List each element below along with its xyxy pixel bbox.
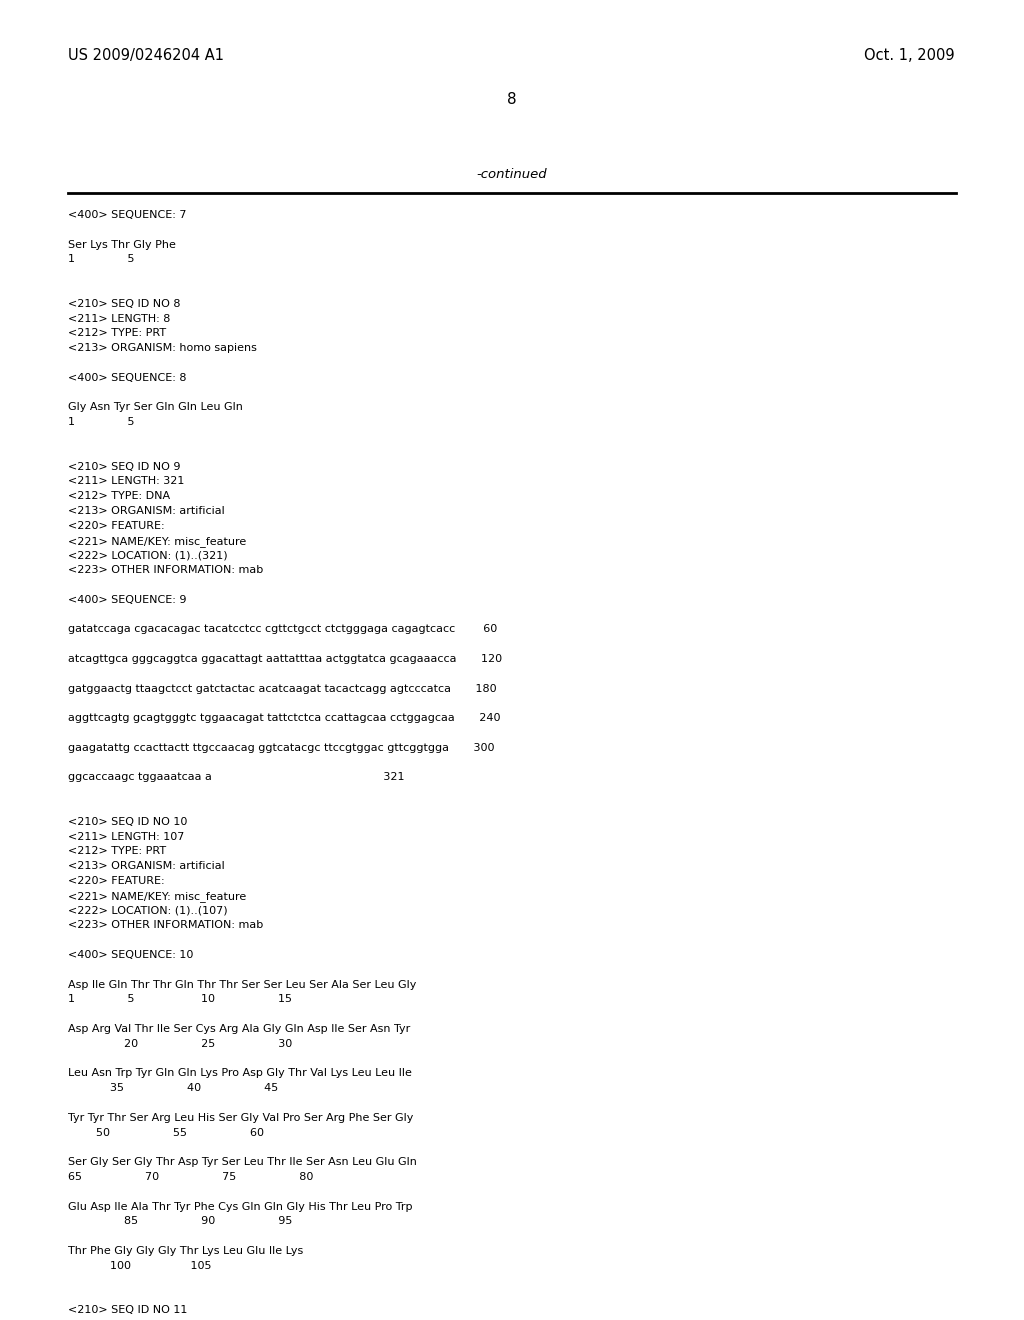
Text: 65                  70                  75                  80: 65 70 75 80 — [68, 1172, 313, 1181]
Text: Gly Asn Tyr Ser Gln Gln Leu Gln: Gly Asn Tyr Ser Gln Gln Leu Gln — [68, 403, 243, 412]
Text: <211> LENGTH: 8: <211> LENGTH: 8 — [68, 314, 170, 323]
Text: Asp Ile Gln Thr Thr Gln Thr Thr Ser Ser Leu Ser Ala Ser Leu Gly: Asp Ile Gln Thr Thr Gln Thr Thr Ser Ser … — [68, 979, 417, 990]
Text: <213> ORGANISM: artificial: <213> ORGANISM: artificial — [68, 861, 224, 871]
Text: Leu Asn Trp Tyr Gln Gln Lys Pro Asp Gly Thr Val Lys Leu Leu Ile: Leu Asn Trp Tyr Gln Gln Lys Pro Asp Gly … — [68, 1068, 412, 1078]
Text: 100                 105: 100 105 — [68, 1261, 212, 1271]
Text: atcagttgca gggcaggtca ggacattagt aattatttaa actggtatca gcagaaacca       120: atcagttgca gggcaggtca ggacattagt aattatt… — [68, 653, 502, 664]
Text: Thr Phe Gly Gly Gly Thr Lys Leu Glu Ile Lys: Thr Phe Gly Gly Gly Thr Lys Leu Glu Ile … — [68, 1246, 303, 1257]
Text: Ser Gly Ser Gly Thr Asp Tyr Ser Leu Thr Ile Ser Asn Leu Glu Gln: Ser Gly Ser Gly Thr Asp Tyr Ser Leu Thr … — [68, 1158, 417, 1167]
Text: <400> SEQUENCE: 10: <400> SEQUENCE: 10 — [68, 950, 194, 960]
Text: 35                  40                  45: 35 40 45 — [68, 1084, 279, 1093]
Text: <221> NAME/KEY: misc_feature: <221> NAME/KEY: misc_feature — [68, 536, 246, 546]
Text: Ser Lys Thr Gly Phe: Ser Lys Thr Gly Phe — [68, 240, 176, 249]
Text: 1               5: 1 5 — [68, 417, 134, 428]
Text: Tyr Tyr Thr Ser Arg Leu His Ser Gly Val Pro Ser Arg Phe Ser Gly: Tyr Tyr Thr Ser Arg Leu His Ser Gly Val … — [68, 1113, 414, 1123]
Text: 20                  25                  30: 20 25 30 — [68, 1039, 292, 1049]
Text: <222> LOCATION: (1)..(321): <222> LOCATION: (1)..(321) — [68, 550, 227, 561]
Text: <223> OTHER INFORMATION: mab: <223> OTHER INFORMATION: mab — [68, 565, 263, 576]
Text: <213> ORGANISM: artificial: <213> ORGANISM: artificial — [68, 506, 224, 516]
Text: Oct. 1, 2009: Oct. 1, 2009 — [864, 48, 955, 63]
Text: <213> ORGANISM: homo sapiens: <213> ORGANISM: homo sapiens — [68, 343, 257, 354]
Text: aggttcagtg gcagtgggtc tggaacagat tattctctca ccattagcaa cctggagcaa       240: aggttcagtg gcagtgggtc tggaacagat tattctc… — [68, 713, 501, 723]
Text: 50                  55                  60: 50 55 60 — [68, 1127, 264, 1138]
Text: <222> LOCATION: (1)..(107): <222> LOCATION: (1)..(107) — [68, 906, 227, 916]
Text: <210> SEQ ID NO 9: <210> SEQ ID NO 9 — [68, 462, 180, 471]
Text: US 2009/0246204 A1: US 2009/0246204 A1 — [68, 48, 224, 63]
Text: <400> SEQUENCE: 9: <400> SEQUENCE: 9 — [68, 595, 186, 605]
Text: 85                  90                  95: 85 90 95 — [68, 1217, 293, 1226]
Text: Glu Asp Ile Ala Thr Tyr Phe Cys Gln Gln Gly His Thr Leu Pro Trp: Glu Asp Ile Ala Thr Tyr Phe Cys Gln Gln … — [68, 1201, 413, 1212]
Text: <211> LENGTH: 107: <211> LENGTH: 107 — [68, 832, 184, 842]
Text: <210> SEQ ID NO 10: <210> SEQ ID NO 10 — [68, 817, 187, 826]
Text: gatggaactg ttaagctcct gatctactac acatcaagat tacactcagg agtcccatca       180: gatggaactg ttaagctcct gatctactac acatcaa… — [68, 684, 497, 693]
Text: <221> NAME/KEY: misc_feature: <221> NAME/KEY: misc_feature — [68, 891, 246, 902]
Text: -continued: -continued — [477, 168, 547, 181]
Text: <211> LENGTH: 321: <211> LENGTH: 321 — [68, 477, 184, 486]
Text: <212> TYPE: DNA: <212> TYPE: DNA — [68, 491, 170, 502]
Text: <220> FEATURE:: <220> FEATURE: — [68, 521, 165, 531]
Text: gaagatattg ccacttactt ttgccaacag ggtcatacgc ttccgtggac gttcggtgga       300: gaagatattg ccacttactt ttgccaacag ggtcata… — [68, 743, 495, 752]
Text: <400> SEQUENCE: 7: <400> SEQUENCE: 7 — [68, 210, 186, 220]
Text: <220> FEATURE:: <220> FEATURE: — [68, 876, 165, 886]
Text: <212> TYPE: PRT: <212> TYPE: PRT — [68, 846, 166, 857]
Text: <223> OTHER INFORMATION: mab: <223> OTHER INFORMATION: mab — [68, 920, 263, 931]
Text: <400> SEQUENCE: 8: <400> SEQUENCE: 8 — [68, 372, 186, 383]
Text: gatatccaga cgacacagac tacatcctcc cgttctgcct ctctgggaga cagagtcacc        60: gatatccaga cgacacagac tacatcctcc cgttctg… — [68, 624, 498, 635]
Text: Asp Arg Val Thr Ile Ser Cys Arg Ala Gly Gln Asp Ile Ser Asn Tyr: Asp Arg Val Thr Ile Ser Cys Arg Ala Gly … — [68, 1024, 411, 1034]
Text: 1               5: 1 5 — [68, 255, 134, 264]
Text: <210> SEQ ID NO 8: <210> SEQ ID NO 8 — [68, 298, 180, 309]
Text: 8: 8 — [507, 92, 517, 107]
Text: <210> SEQ ID NO 11: <210> SEQ ID NO 11 — [68, 1305, 187, 1315]
Text: ggcaccaagc tggaaatcaa a                                                 321: ggcaccaagc tggaaatcaa a 321 — [68, 772, 404, 783]
Text: <212> TYPE: PRT: <212> TYPE: PRT — [68, 329, 166, 338]
Text: 1               5                   10                  15: 1 5 10 15 — [68, 994, 292, 1005]
